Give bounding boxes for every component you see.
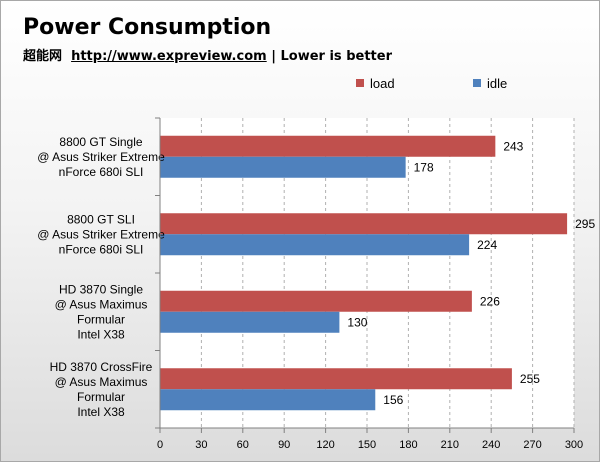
category-label: HD 3870 Single xyxy=(59,282,143,296)
category-label: HD 3870 CrossFire xyxy=(50,360,153,374)
data-label-idle: 156 xyxy=(383,393,403,407)
category-label: @ Asus Maximus xyxy=(55,297,148,311)
subtitle-brand: 超能网 xyxy=(23,49,63,64)
category-label: Formular xyxy=(77,312,125,326)
category-label: Intel X38 xyxy=(77,327,125,341)
bar-load xyxy=(160,213,568,235)
category-label: Intel X38 xyxy=(77,405,125,419)
bar-load xyxy=(160,368,512,390)
x-tick-label: 240 xyxy=(482,439,500,451)
category-label: @ Asus Striker Extreme xyxy=(37,227,165,241)
category-label: @ Asus Striker Extreme xyxy=(37,150,165,164)
legend-label-load: load xyxy=(370,76,395,91)
legend-swatch-idle xyxy=(473,79,481,87)
bar-idle xyxy=(160,311,340,333)
subtitle-note: Lower is better xyxy=(280,49,392,64)
x-tick-label: 270 xyxy=(523,439,541,451)
x-tick-label: 300 xyxy=(565,439,583,451)
legend-label-idle: idle xyxy=(487,76,507,91)
data-label-load: 243 xyxy=(503,139,523,153)
data-label-idle: 178 xyxy=(414,160,434,174)
bar-load xyxy=(160,135,496,157)
x-tick-label: 0 xyxy=(157,439,163,451)
data-label-load: 255 xyxy=(520,372,540,386)
category-label: 8800 GT Single xyxy=(59,135,142,149)
chart-subtitle: 超能网 http://www.expreview.com | Lower is … xyxy=(23,45,392,64)
x-tick-label: 150 xyxy=(358,439,376,451)
data-label-load: 295 xyxy=(575,217,595,231)
x-tick-label: 60 xyxy=(237,439,249,451)
x-tick-label: 180 xyxy=(399,439,417,451)
chart-title: Power Consumption xyxy=(23,15,272,40)
bar-idle xyxy=(160,389,376,411)
bar-load xyxy=(160,290,472,312)
category-label: @ Asus Maximus xyxy=(55,375,148,389)
category-label: Formular xyxy=(77,390,125,404)
data-label-load: 226 xyxy=(480,294,500,308)
legend-swatch-load xyxy=(356,79,364,87)
subtitle-url-link[interactable]: http://www.expreview.com xyxy=(71,49,267,64)
x-tick-label: 30 xyxy=(195,439,207,451)
category-label: nForce 680i SLI xyxy=(59,165,144,179)
bar-idle xyxy=(160,234,470,256)
category-label: 8800 GT SLI xyxy=(67,212,135,226)
x-tick-label: 120 xyxy=(316,439,334,451)
bar-idle xyxy=(160,156,406,178)
data-label-idle: 224 xyxy=(477,238,497,252)
subtitle-separator: | xyxy=(271,49,276,64)
x-tick-label: 90 xyxy=(278,439,290,451)
category-label: nForce 680i SLI xyxy=(59,242,144,256)
data-label-idle: 130 xyxy=(347,315,367,329)
x-tick-label: 210 xyxy=(441,439,459,451)
